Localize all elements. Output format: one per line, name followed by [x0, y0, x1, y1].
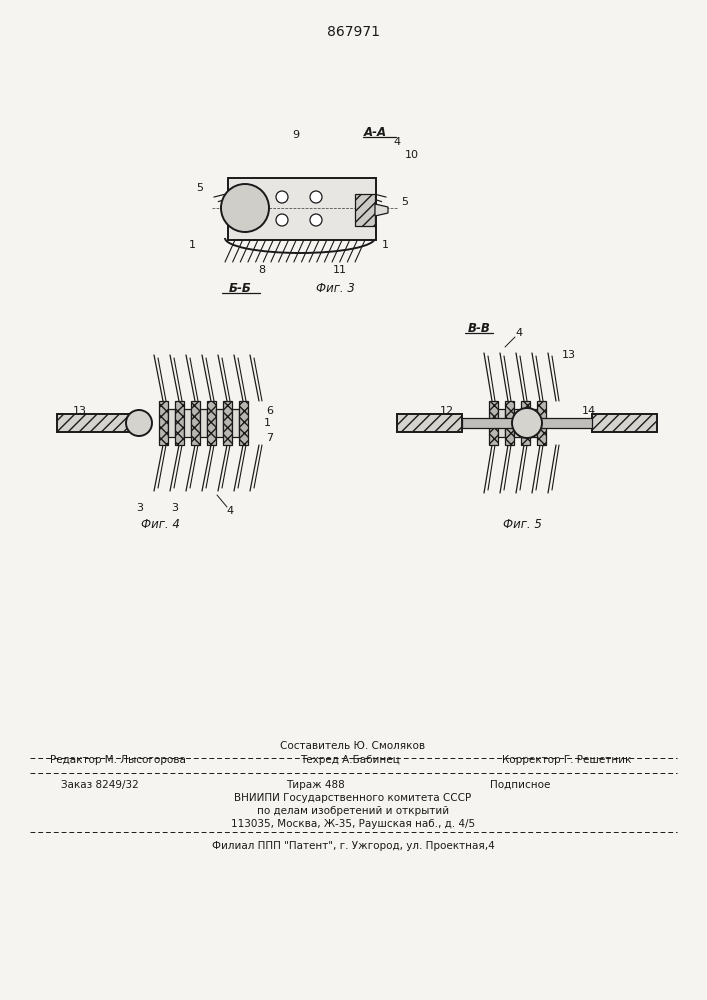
Bar	[57, 414, 139, 432]
Bar	[521, 401, 530, 445]
Text: Фиг. 4: Фиг. 4	[141, 518, 180, 532]
Polygon shape	[375, 204, 388, 216]
Text: Техред А.Бабинец: Техред А.Бабинец	[300, 755, 400, 765]
Bar	[175, 401, 184, 445]
Bar	[232, 409, 239, 437]
Text: 11: 11	[333, 265, 347, 275]
Text: Корректор Г. Решетник: Корректор Г. Решетник	[502, 755, 631, 765]
Bar	[592, 414, 657, 432]
Text: Составитель Ю. Смоляков: Составитель Ю. Смоляков	[281, 741, 426, 751]
Bar	[228, 178, 376, 240]
Text: Фиг. 5: Фиг. 5	[503, 518, 542, 532]
Bar	[537, 401, 546, 445]
Text: 13: 13	[73, 406, 87, 416]
Text: 14: 14	[582, 406, 596, 416]
Text: 1: 1	[189, 240, 196, 250]
Text: 5: 5	[197, 183, 204, 193]
Text: А-А: А-А	[363, 125, 387, 138]
Text: 867971: 867971	[327, 25, 380, 39]
Text: 4: 4	[515, 328, 522, 338]
Bar	[498, 409, 505, 437]
Text: Заказ 8249/32: Заказ 8249/32	[61, 780, 139, 790]
Text: 13: 13	[562, 350, 576, 360]
Text: 8: 8	[259, 265, 266, 275]
Circle shape	[221, 184, 269, 232]
Text: 4: 4	[226, 506, 233, 516]
Bar	[223, 401, 232, 445]
Bar	[191, 401, 200, 445]
Text: 3: 3	[136, 503, 144, 513]
Text: Б-Б: Б-Б	[228, 282, 252, 294]
Bar	[207, 401, 216, 445]
Text: 10: 10	[405, 150, 419, 160]
Text: 7: 7	[267, 433, 274, 443]
Bar	[530, 409, 537, 437]
Text: 1: 1	[264, 418, 271, 428]
Text: Филиал ППП "Патент", г. Ужгород, ул. Проектная,4: Филиал ППП "Патент", г. Ужгород, ул. Про…	[211, 841, 494, 851]
Circle shape	[276, 214, 288, 226]
Text: 9: 9	[293, 130, 300, 140]
Text: Фиг. 3: Фиг. 3	[315, 282, 354, 294]
Bar	[489, 401, 498, 445]
Text: Редактор М. Лысогорова: Редактор М. Лысогорова	[50, 755, 186, 765]
Bar	[200, 409, 207, 437]
Text: по делам изобретений и открытий: по делам изобретений и открытий	[257, 806, 449, 816]
Circle shape	[512, 408, 542, 438]
Text: 3: 3	[172, 503, 178, 513]
Text: В-В: В-В	[467, 322, 491, 334]
Text: 12: 12	[440, 406, 454, 416]
Text: ВНИИПИ Государственного комитета СССР: ВНИИПИ Государственного комитета СССР	[235, 793, 472, 803]
Text: Тираж 488: Тираж 488	[286, 780, 344, 790]
Circle shape	[310, 214, 322, 226]
Text: 5: 5	[402, 197, 409, 207]
Circle shape	[310, 191, 322, 203]
Bar	[216, 409, 223, 437]
Bar	[239, 401, 248, 445]
Bar	[462, 418, 592, 428]
Bar	[505, 401, 514, 445]
Circle shape	[126, 410, 152, 436]
Circle shape	[276, 191, 288, 203]
Bar	[397, 414, 462, 432]
Text: 113035, Москва, Ж-35, Раушская наб., д. 4/5: 113035, Москва, Ж-35, Раушская наб., д. …	[231, 819, 475, 829]
Bar	[159, 401, 168, 445]
Bar	[514, 409, 521, 437]
Bar	[168, 409, 175, 437]
Bar	[355, 194, 375, 226]
Text: 1: 1	[382, 240, 389, 250]
Text: 6: 6	[267, 406, 274, 416]
Text: 4: 4	[393, 137, 401, 147]
Bar	[184, 409, 191, 437]
Text: Подписное: Подписное	[490, 780, 550, 790]
